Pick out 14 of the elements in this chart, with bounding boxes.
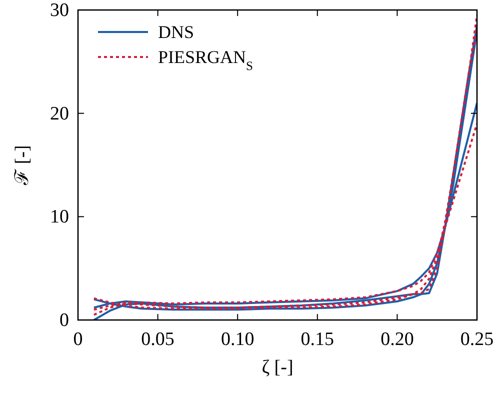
x-tick-label: 0.20 — [380, 329, 414, 350]
y-tick-label: 10 — [50, 206, 69, 228]
x-tick-label: 0.25 — [460, 329, 494, 350]
legend-label: DNS — [158, 22, 194, 42]
y-tick-label: 0 — [60, 310, 69, 331]
x-tick-label: 0 — [73, 329, 83, 350]
y-axis-title: ℱ [-] — [12, 145, 33, 186]
x-axis-title: ζ [-] — [262, 357, 294, 378]
x-tick-label: 0.10 — [220, 329, 254, 350]
x-tick-label: 0.15 — [300, 329, 334, 350]
y-tick-label: 20 — [50, 103, 69, 124]
legend-label: PIESRGAN$_{S}$ — [158, 47, 254, 73]
y-tick-label: 30 — [50, 0, 69, 21]
x-tick-label: 0.05 — [141, 329, 174, 350]
